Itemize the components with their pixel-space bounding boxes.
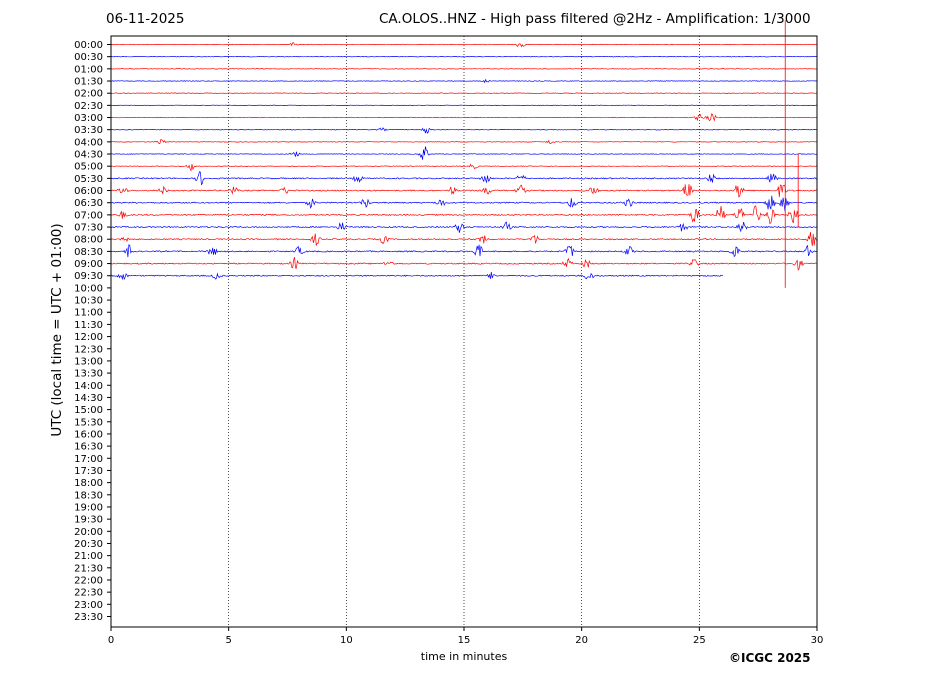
- trace-07:00: [111, 205, 818, 225]
- trace-layer: [110, 20, 818, 288]
- y-tick-label: 17:00: [74, 454, 103, 465]
- y-tick-label: 03:30: [74, 125, 103, 136]
- x-tick-label: 5: [225, 635, 231, 646]
- y-tick-label: 13:00: [74, 356, 103, 367]
- y-tick-label: 09:00: [74, 259, 103, 270]
- trace-01:30: [111, 78, 818, 84]
- y-tick-label: 16:00: [74, 429, 103, 440]
- trace-09:30: [110, 272, 723, 281]
- copyright-label: ©ICGC 2025: [729, 651, 811, 665]
- date-label: 06-11-2025: [106, 11, 185, 27]
- trace-07:30: [110, 221, 818, 233]
- trace-06:00: [110, 184, 817, 198]
- trace-02:00: [111, 92, 817, 94]
- y-tick-label: 04:30: [74, 150, 103, 161]
- trace-05:30: [110, 171, 818, 186]
- trace-08:00: [110, 231, 818, 247]
- trace-04:00: [110, 138, 818, 145]
- y-tick-label: 21:30: [74, 563, 103, 574]
- y-tick-label: 01:00: [74, 64, 103, 75]
- y-tick-label: 15:00: [74, 405, 103, 416]
- trace-05:00: [110, 163, 818, 172]
- y-tick-label: 17:30: [74, 466, 103, 477]
- trace-03:00: [110, 113, 818, 122]
- y-tick-label: 07:00: [74, 210, 103, 221]
- y-tick-label: 02:00: [74, 89, 103, 100]
- y-tick-label: 05:30: [74, 174, 103, 185]
- chart-title: CA.OLOS..HNZ - High pass filtered @2Hz -…: [379, 11, 811, 27]
- y-tick-label: 14:00: [74, 381, 103, 392]
- y-tick-label: 21:00: [74, 551, 103, 562]
- y-tick-label: 05:00: [74, 162, 103, 173]
- x-ticks: 0 5 10 15 20 25 30: [108, 627, 824, 646]
- y-tick-label: 10:00: [74, 283, 103, 294]
- y-tick-label: 13:30: [74, 369, 103, 380]
- y-tick-label: 02:30: [74, 101, 103, 112]
- trace-00:30: [110, 55, 818, 58]
- x-tick-label: 30: [811, 635, 824, 646]
- y-tick-label: 16:30: [74, 442, 103, 453]
- y-tick-label: 04:00: [74, 137, 103, 148]
- y-tick-label: 11:30: [74, 320, 103, 331]
- y-tick-label: 01:30: [74, 77, 103, 88]
- y-tick-label: 18:00: [74, 478, 103, 489]
- x-axis-label: time in minutes: [420, 650, 508, 663]
- y-tick-label: 00:30: [74, 52, 103, 63]
- y-tick-label: 23:30: [74, 612, 103, 623]
- y-tick-label: 22:30: [74, 588, 103, 599]
- y-tick-label: 18:30: [74, 490, 103, 501]
- trace-02:30: [110, 104, 818, 107]
- y-tick-label: 08:30: [74, 247, 103, 258]
- y-tick-label: 12:30: [74, 344, 103, 355]
- y-tick-label: 19:00: [74, 502, 103, 513]
- y-tick-label: 10:30: [74, 296, 103, 307]
- x-tick-label: 20: [575, 635, 588, 646]
- y-tick-label: 19:30: [74, 515, 103, 526]
- trace-03:30: [110, 127, 818, 134]
- trace-08:30: [110, 244, 818, 258]
- x-tick-label: 10: [340, 635, 353, 646]
- y-tick-label: 11:00: [74, 308, 103, 319]
- x-tick-label: 15: [458, 635, 471, 646]
- x-tick-label: 0: [108, 635, 114, 646]
- trace-00:00: [110, 42, 818, 48]
- y-tick-label: 06:30: [74, 198, 103, 209]
- grid-layer: [228, 36, 700, 627]
- x-tick-label: 25: [693, 635, 706, 646]
- y-tick-label: 03:00: [74, 113, 103, 124]
- trace-04:30: [111, 146, 818, 160]
- y-tick-label: 20:30: [74, 539, 103, 550]
- y-tick-label: 09:30: [74, 271, 103, 282]
- y-tick-label: 23:00: [74, 600, 103, 611]
- y-tick-label: 15:30: [74, 417, 103, 428]
- trace-09:00: [110, 257, 818, 271]
- trace-06:30: [110, 195, 818, 212]
- trace-01:00: [110, 68, 817, 70]
- y-tick-label: 20:00: [74, 527, 103, 538]
- y-tick-label: 08:00: [74, 235, 103, 246]
- y-tick-label: 07:30: [74, 223, 103, 234]
- plot-frame: [110, 35, 818, 628]
- y-tick-label: 00:00: [74, 40, 103, 51]
- y-tick-label: 22:00: [74, 575, 103, 586]
- y-tick-label: 06:00: [74, 186, 103, 197]
- y-tick-label: 12:00: [74, 332, 103, 343]
- y-tick-label: 14:30: [74, 393, 103, 404]
